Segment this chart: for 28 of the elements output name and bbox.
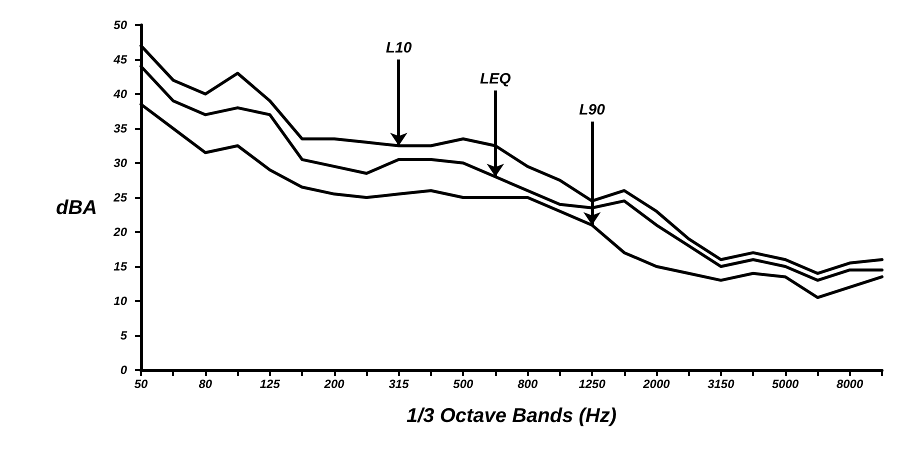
annotation: L10: [386, 40, 412, 56]
x-tick-label: 800: [518, 377, 538, 391]
annotation: LEQ: [480, 70, 512, 88]
x-tick-label: 8000: [836, 377, 864, 391]
y-tick-label: 20: [112, 225, 128, 239]
x-tick-label: 125: [260, 377, 280, 391]
x-tick-label: 200: [323, 377, 345, 391]
x-tick-label: 315: [388, 377, 410, 391]
y-tick-label: 25: [112, 190, 128, 204]
y-tick-label: 35: [114, 122, 128, 136]
x-tick-label: 80: [198, 377, 212, 391]
y-tick-label: 40: [112, 87, 128, 101]
y-tick-label: 45: [112, 52, 128, 66]
x-axis-title: 1/3 Octave Bands (Hz): [406, 405, 617, 427]
x-tick-label: 5000: [772, 377, 800, 391]
y-tick-label: 5: [120, 328, 128, 342]
x-tick-label: 1250: [578, 377, 606, 391]
y-tick-label: 15: [114, 260, 128, 274]
y-axis-title: dBA: [56, 197, 98, 219]
x-tick-label: 2000: [642, 377, 670, 391]
y-tick-label: 30: [114, 156, 128, 170]
x-tick-label: 50: [134, 377, 148, 391]
y-tick-label: 0: [120, 363, 128, 377]
x-tick-label: 3150: [708, 377, 735, 391]
x-tick-label: 500: [453, 377, 474, 391]
annotation: L90: [579, 102, 606, 119]
y-tick-label: 10: [114, 294, 128, 308]
y-tick-label: 50: [114, 18, 128, 32]
